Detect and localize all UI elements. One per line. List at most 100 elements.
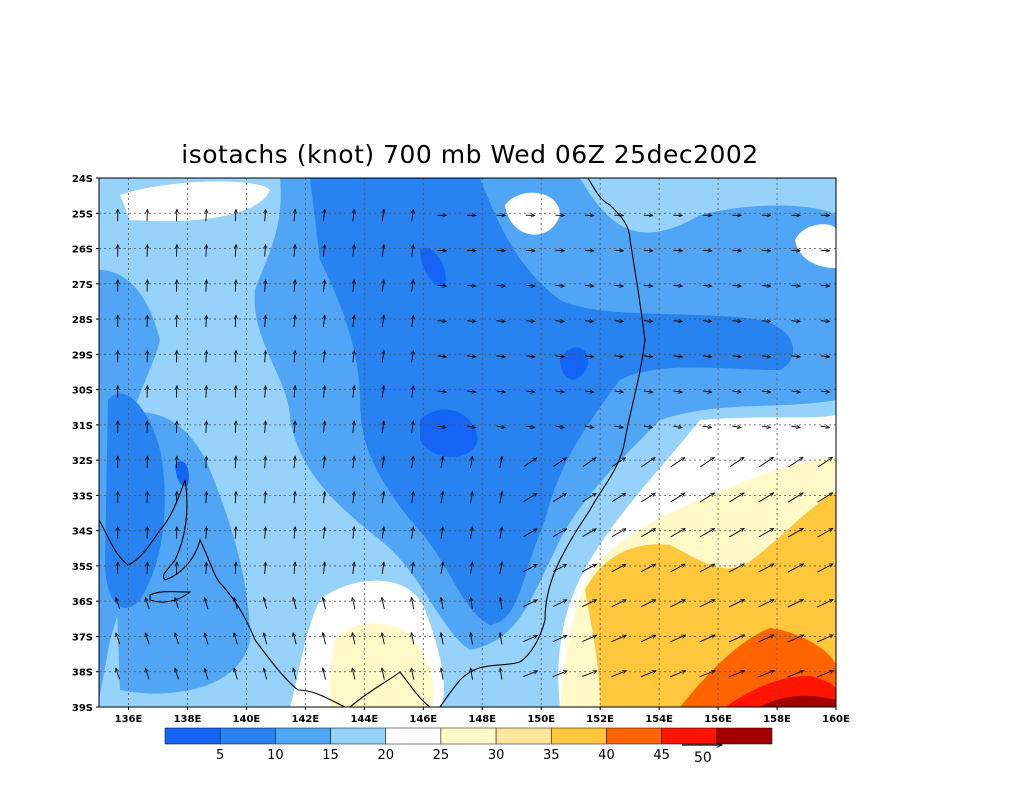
colorbar-swatch	[661, 727, 718, 745]
wind-arrow	[294, 245, 295, 257]
wind-arrow	[787, 634, 804, 643]
wind-arrow	[412, 280, 414, 292]
lon-label: 156E	[704, 714, 732, 725]
wind-arrow	[175, 668, 179, 680]
wind-arrow	[673, 356, 682, 357]
wind-arrow	[323, 350, 324, 363]
wind-arrow	[206, 527, 207, 539]
wind-arrow	[500, 668, 502, 680]
wind-arrow	[352, 668, 356, 680]
wind-arrow	[294, 280, 295, 292]
wind-arrow	[206, 245, 207, 257]
colorbar-label: 30	[488, 748, 505, 763]
wind-arrow	[643, 285, 653, 286]
wind-arrow	[787, 598, 804, 608]
wind-arrow	[673, 391, 682, 392]
wind-arrow	[496, 321, 506, 322]
wind-arrow	[382, 350, 384, 363]
lat-label: 27S	[72, 280, 93, 291]
wind-arrow	[641, 458, 656, 468]
wind-arrow	[382, 597, 385, 610]
wind-arrow	[323, 386, 324, 398]
wind-arrow	[611, 528, 626, 538]
wind-arrow	[353, 386, 354, 398]
lat-label: 25S	[72, 209, 93, 220]
wind-arrow	[555, 356, 564, 357]
wind-vectors	[116, 209, 834, 680]
wind-arrow	[353, 245, 354, 257]
wind-arrow	[206, 209, 207, 222]
wind-arrow	[582, 493, 597, 503]
wind-arrow	[235, 280, 236, 292]
wind-arrow	[670, 599, 685, 608]
wind-arrow	[382, 386, 384, 398]
wind-arrow	[441, 668, 443, 680]
wind-arrow	[323, 633, 326, 645]
wind-arrow	[614, 285, 623, 286]
wind-arrow	[294, 386, 295, 398]
wind-arrow	[758, 634, 774, 643]
wind-arrow	[466, 426, 476, 427]
wind-arrow	[673, 321, 682, 322]
wind-arrow	[791, 426, 800, 427]
wind-arrow	[437, 285, 447, 286]
wind-arrow	[235, 245, 236, 257]
wind-arrow	[116, 668, 121, 680]
wind-arrow	[294, 350, 295, 363]
coastline	[149, 591, 192, 603]
wind-arrow	[412, 315, 414, 328]
lat-label: 36S	[72, 597, 93, 608]
colorbar-label: 20	[377, 748, 394, 763]
wind-arrow	[470, 527, 472, 539]
map-title: isotachs (knot) 700 mb Wed 06Z 25dec2002	[181, 140, 759, 169]
wind-arrow	[382, 280, 384, 292]
wind-arrow	[758, 457, 773, 468]
wind-arrow	[470, 456, 472, 469]
wind-arrow	[235, 315, 236, 328]
wind-arrow	[523, 634, 537, 643]
wind-arrow	[234, 668, 238, 680]
wind-arrow	[729, 527, 744, 538]
wind-arrow	[412, 456, 414, 469]
wind-arrow	[412, 245, 414, 257]
wind-arrow	[581, 671, 597, 678]
wind-arrow	[382, 421, 384, 433]
wind-arrow	[788, 457, 803, 468]
lat-label: 37S	[72, 632, 93, 643]
wind-arrow	[584, 426, 594, 427]
wind-arrow	[611, 458, 625, 468]
wind-arrow	[761, 356, 771, 357]
wind-arrow	[470, 562, 472, 574]
wind-arrow	[791, 285, 800, 286]
wind-arrow	[699, 634, 716, 643]
wind-arrow	[817, 493, 833, 503]
wind-arrow	[732, 321, 741, 322]
wind-arrow	[411, 597, 415, 610]
wind-arrow	[412, 350, 414, 363]
wind-arrow	[323, 527, 324, 539]
wind-arrow	[555, 285, 564, 286]
wind-arrow	[552, 671, 568, 678]
wind-arrow	[323, 315, 324, 328]
lat-label: 29S	[72, 350, 93, 361]
wind-arrow	[175, 633, 179, 645]
colorbar-label: 40	[598, 748, 615, 763]
wind-arrow	[820, 321, 830, 322]
wind-arrow	[791, 356, 800, 357]
vector-reference: 50	[682, 745, 722, 766]
wind-arrow	[437, 321, 447, 322]
latitude-labels: 24S 25S 26S 27S 28S 29S 30S 31S 32S 33S 34S 35S 36S 3…	[72, 174, 93, 714]
wind-arrow	[729, 563, 744, 573]
wind-arrow	[758, 493, 774, 503]
wind-arrow	[235, 456, 236, 469]
wind-arrow	[353, 315, 354, 328]
colorbar-swatch	[495, 727, 552, 745]
wind-arrow	[412, 421, 414, 433]
wind-arrow	[206, 421, 207, 433]
wind-arrow	[500, 456, 502, 469]
wind-arrow	[523, 458, 537, 467]
wind-arrow	[820, 356, 830, 357]
wind-arrow	[611, 563, 626, 573]
wind-arrow	[353, 491, 354, 504]
band-45-50	[760, 695, 836, 707]
